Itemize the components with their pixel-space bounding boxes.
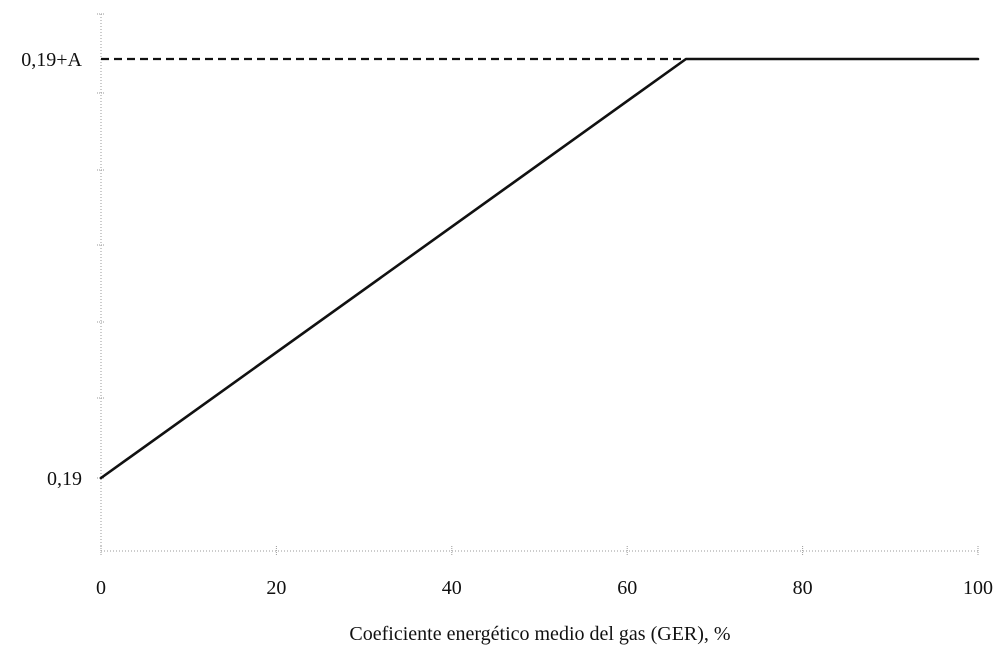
series-line (99, 57, 980, 480)
x-tick-label: 100 (963, 577, 993, 599)
x-tick-label: 80 (793, 577, 813, 599)
x-tick-label: 0 (96, 577, 106, 599)
x-tick-label: 40 (442, 577, 462, 599)
tick-labels-layer: 0 20 40 60 80 100 0,19 0,19+A (21, 49, 993, 599)
series-layer (99, 57, 980, 480)
axes-layer (97, 13, 979, 555)
y-tick-label: 0,19+A (21, 49, 82, 71)
x-axis-label: Coeficiente energético medio del gas (GE… (349, 623, 730, 645)
x-tick-label: 20 (266, 577, 286, 599)
x-tick-label: 60 (617, 577, 637, 599)
y-tick-label: 0,19 (47, 468, 82, 490)
